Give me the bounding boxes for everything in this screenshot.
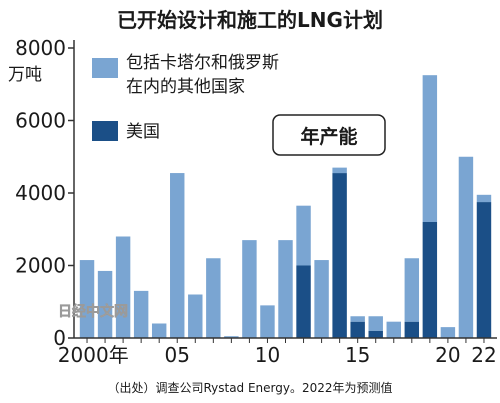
y-tick-label: 6000 (15, 109, 66, 133)
annotation-text: 年产能 (300, 125, 357, 148)
y-tick-label: 8000 (15, 36, 66, 60)
bar-2012-us (296, 265, 311, 338)
y-tick-label: 0 (53, 326, 66, 350)
chart-title: 已开始设计和施工的LNG计划 (117, 8, 383, 32)
x-tick-label: 20 (435, 343, 460, 367)
watermark: 日经中文网 (58, 303, 128, 320)
y-axis-ticks: 0 2000 4000 6000 8000 (15, 36, 74, 350)
legend-label-other-line1: 包括卡塔尔和俄罗斯 (126, 53, 279, 73)
bar-2008-other (224, 336, 239, 338)
y-axis-unit: 万吨 (8, 65, 42, 85)
bar-2006-other (188, 294, 203, 338)
bar-2011-other (278, 240, 293, 338)
source-note: （出处）调查公司Rystad Energy。2022年为预测值 (107, 380, 392, 395)
bar-2016-other (368, 316, 383, 331)
annotation-frame (272, 114, 386, 156)
x-tick-label: 22 (471, 343, 496, 367)
bar-2005-other (170, 173, 185, 338)
bar-2010-other (260, 305, 275, 338)
bar-2007-other (206, 258, 221, 338)
legend: 包括卡塔尔和俄罗斯 在内的其他国家 美国 (92, 53, 279, 142)
x-tick-label: 2000年 (58, 343, 129, 367)
y-tick-label: 4000 (15, 181, 66, 205)
bar-2022-us (476, 202, 492, 338)
bar-2019-other (422, 75, 438, 222)
bar-2017-other (386, 321, 401, 338)
bar-2013-other (314, 260, 329, 338)
bar-2014-us (332, 173, 347, 338)
x-axis-ticks: 2000年 05 10 15 20 22 (58, 338, 497, 367)
bar-2001-other (97, 270, 113, 338)
x-tick-label: 15 (345, 343, 370, 367)
y-tick-label: 2000 (15, 254, 66, 278)
bar-2021-other (458, 156, 474, 338)
legend-swatch-other (92, 58, 118, 78)
bar-2015-us (350, 321, 365, 338)
legend-label-us: 美国 (126, 122, 160, 142)
bar-2022-other (476, 194, 492, 203)
bar-2003-other (133, 290, 149, 338)
bar-2015-other (350, 316, 365, 322)
bar-2018-other (404, 258, 420, 322)
bar-2004-other (151, 323, 167, 338)
bar-2012-other (296, 205, 311, 266)
x-tick-label: 10 (255, 343, 280, 367)
bar-2002-other (115, 236, 131, 338)
bars-group (79, 75, 492, 338)
bar-2014-other (332, 167, 347, 174)
legend-swatch-us (92, 121, 118, 141)
bar-2000-other (79, 260, 95, 338)
bar-2019-us (422, 222, 438, 338)
bar-2009-other (242, 240, 257, 338)
x-tick-label: 05 (165, 343, 190, 367)
bar-2018-us (404, 321, 420, 338)
legend-label-other-line2: 在内的其他国家 (126, 77, 245, 97)
bar-2016-us (368, 330, 383, 338)
bar-2020-other (440, 327, 456, 338)
annotation-box: 年产能 (272, 114, 386, 156)
